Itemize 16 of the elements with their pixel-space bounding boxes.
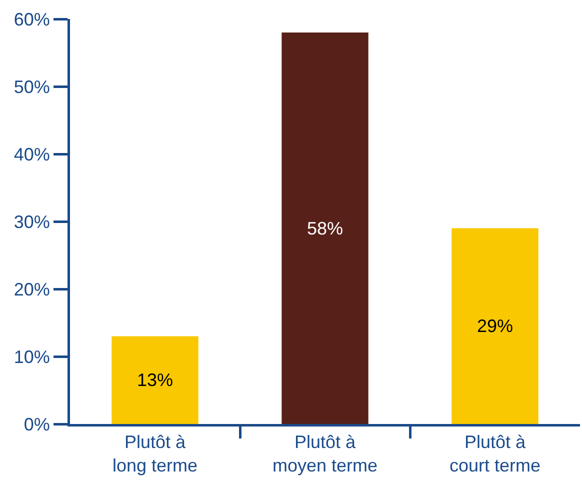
bar [112, 336, 198, 424]
y-tick-label: 60% [14, 9, 50, 30]
data-label: 58% [306, 218, 344, 238]
y-tick-label: 40% [14, 144, 50, 164]
data-label: 13% [136, 370, 174, 390]
x-tick-label: Plutôt à long terme [112, 432, 198, 476]
bar [452, 228, 538, 424]
y-tick-label: 20% [14, 279, 50, 300]
y-tick-label: 50% [14, 76, 50, 97]
x-tick-label: Plutôt à court terme [449, 432, 541, 476]
y-tick-label: 10% [14, 346, 50, 367]
y-tick-label: 30% [14, 212, 50, 232]
y-tick-label: 0% [24, 414, 50, 434]
data-label: 29% [476, 316, 514, 336]
x-tick-label: Plutôt à moyen terme [272, 432, 378, 476]
bar [282, 32, 368, 424]
